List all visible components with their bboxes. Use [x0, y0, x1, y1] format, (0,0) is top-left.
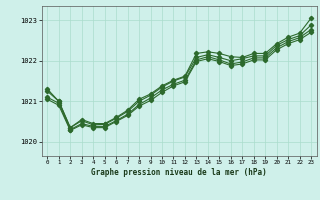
- X-axis label: Graphe pression niveau de la mer (hPa): Graphe pression niveau de la mer (hPa): [91, 168, 267, 177]
